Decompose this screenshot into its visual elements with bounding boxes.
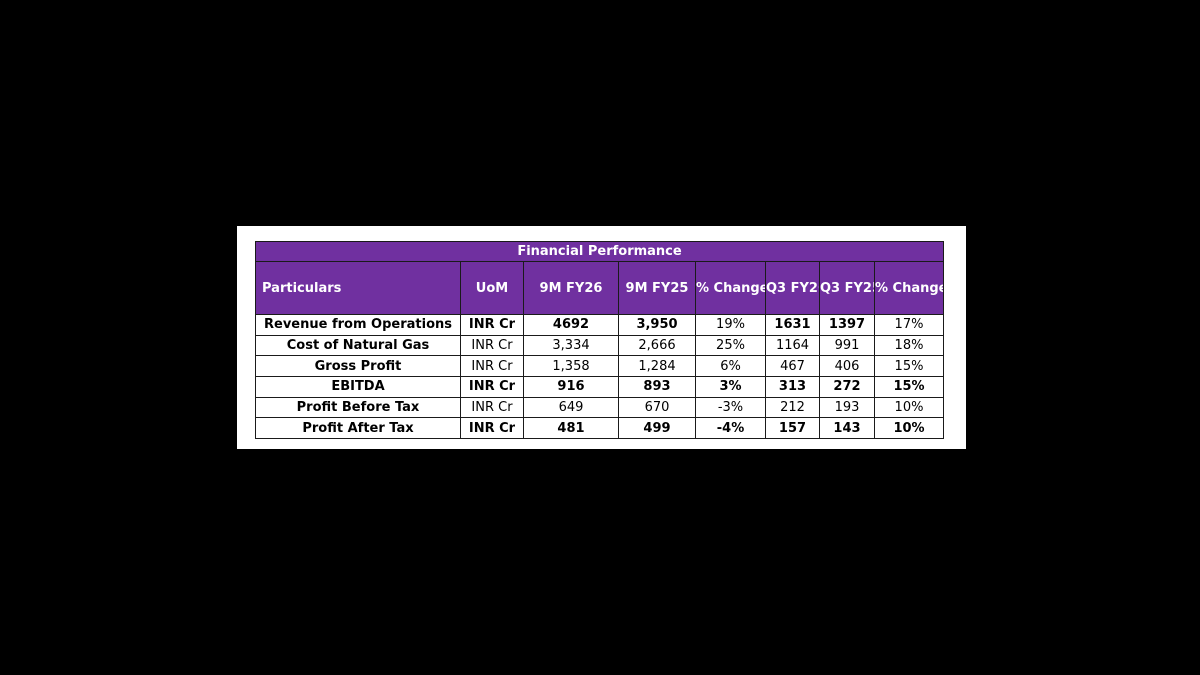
cell-q3-change: 15%: [873, 376, 945, 398]
table-row: Gross Profit INR Cr 1,358 1,284 6% 467 4…: [255, 355, 945, 378]
cell-particulars: Profit After Tax: [255, 417, 461, 440]
table-row: EBITDA INR Cr 916 893 3% 313 272 15%: [255, 376, 945, 398]
cell-q3-fy25: 272: [819, 376, 875, 398]
col-header-q3-fy26: Q3 FY26: [765, 261, 820, 315]
cell-9m-change: 19%: [695, 314, 766, 336]
cell-q3-fy26: 157: [765, 417, 820, 440]
table-row: Revenue from Operations INR Cr 4692 3,95…: [255, 314, 945, 336]
table-row: Profit After Tax INR Cr 481 499 -4% 157 …: [255, 417, 945, 440]
cell-q3-fy26: 467: [765, 355, 820, 378]
cell-9m-fy25: 2,666: [618, 334, 696, 357]
cell-9m-fy26: 916: [523, 376, 619, 398]
col-header-9m-fy26: 9M FY26: [523, 261, 619, 315]
cell-q3-fy25: 193: [819, 396, 875, 419]
cell-uom: INR Cr: [460, 314, 524, 336]
cell-q3-change: 17%: [873, 314, 945, 336]
cell-q3-change: 18%: [873, 334, 945, 357]
cell-9m-fy26: 1,358: [523, 355, 619, 378]
cell-9m-fy25: 893: [618, 376, 696, 398]
cell-uom: INR Cr: [460, 355, 524, 378]
cell-uom: INR Cr: [460, 396, 524, 419]
cell-uom: INR Cr: [460, 417, 524, 440]
cell-q3-fy25: 1397: [819, 314, 875, 336]
cell-q3-fy26: 212: [765, 396, 820, 419]
col-header-particulars: Particulars: [255, 261, 461, 315]
cell-9m-change: -3%: [695, 396, 766, 419]
financial-performance-table: Financial Performance Particulars UoM 9M…: [254, 241, 945, 440]
cell-q3-fy25: 143: [819, 417, 875, 440]
cell-particulars: Cost of Natural Gas: [255, 334, 461, 357]
cell-particulars: Revenue from Operations: [255, 314, 461, 336]
cell-9m-fy25: 499: [618, 417, 696, 440]
col-header-q3-change: % Change YoY: [873, 261, 945, 315]
cell-uom: INR Cr: [460, 334, 524, 357]
cell-9m-fy26: 649: [523, 396, 619, 419]
cell-uom: INR Cr: [460, 376, 524, 398]
cell-q3-change: 10%: [873, 396, 945, 419]
col-header-uom: UoM: [460, 261, 524, 315]
cell-9m-fy26: 3,334: [523, 334, 619, 357]
cell-9m-fy25: 3,950: [618, 314, 696, 336]
cell-particulars: EBITDA: [255, 376, 461, 398]
cell-9m-fy26: 4692: [523, 314, 619, 336]
cell-9m-fy25: 670: [618, 396, 696, 419]
col-header-q3-fy25: Q3 FY25: [819, 261, 875, 315]
cell-9m-fy26: 481: [523, 417, 619, 440]
cell-q3-change: 10%: [873, 417, 945, 440]
cell-particulars: Gross Profit: [255, 355, 461, 378]
cell-q3-change: 15%: [873, 355, 945, 378]
cell-q3-fy26: 1631: [765, 314, 820, 336]
cell-9m-change: 3%: [695, 376, 766, 398]
cell-q3-fy26: 1164: [765, 334, 820, 357]
cell-9m-change: 6%: [695, 355, 766, 378]
cell-q3-fy25: 406: [819, 355, 875, 378]
cell-9m-fy25: 1,284: [618, 355, 696, 378]
cell-particulars: Profit Before Tax: [255, 396, 461, 419]
col-header-9m-fy25: 9M FY25: [618, 261, 696, 315]
cell-q3-fy25: 991: [819, 334, 875, 357]
financial-performance-card: Financial Performance Particulars UoM 9M…: [237, 226, 966, 449]
cell-q3-fy26: 313: [765, 376, 820, 398]
table-row: Profit Before Tax INR Cr 649 670 -3% 212…: [255, 396, 945, 419]
table-row: Cost of Natural Gas INR Cr 3,334 2,666 2…: [255, 334, 945, 357]
cell-9m-change: 25%: [695, 334, 766, 357]
col-header-9m-change: % Change YoY: [695, 261, 766, 315]
cell-9m-change: -4%: [695, 417, 766, 440]
table-title: Financial Performance: [254, 241, 945, 262]
